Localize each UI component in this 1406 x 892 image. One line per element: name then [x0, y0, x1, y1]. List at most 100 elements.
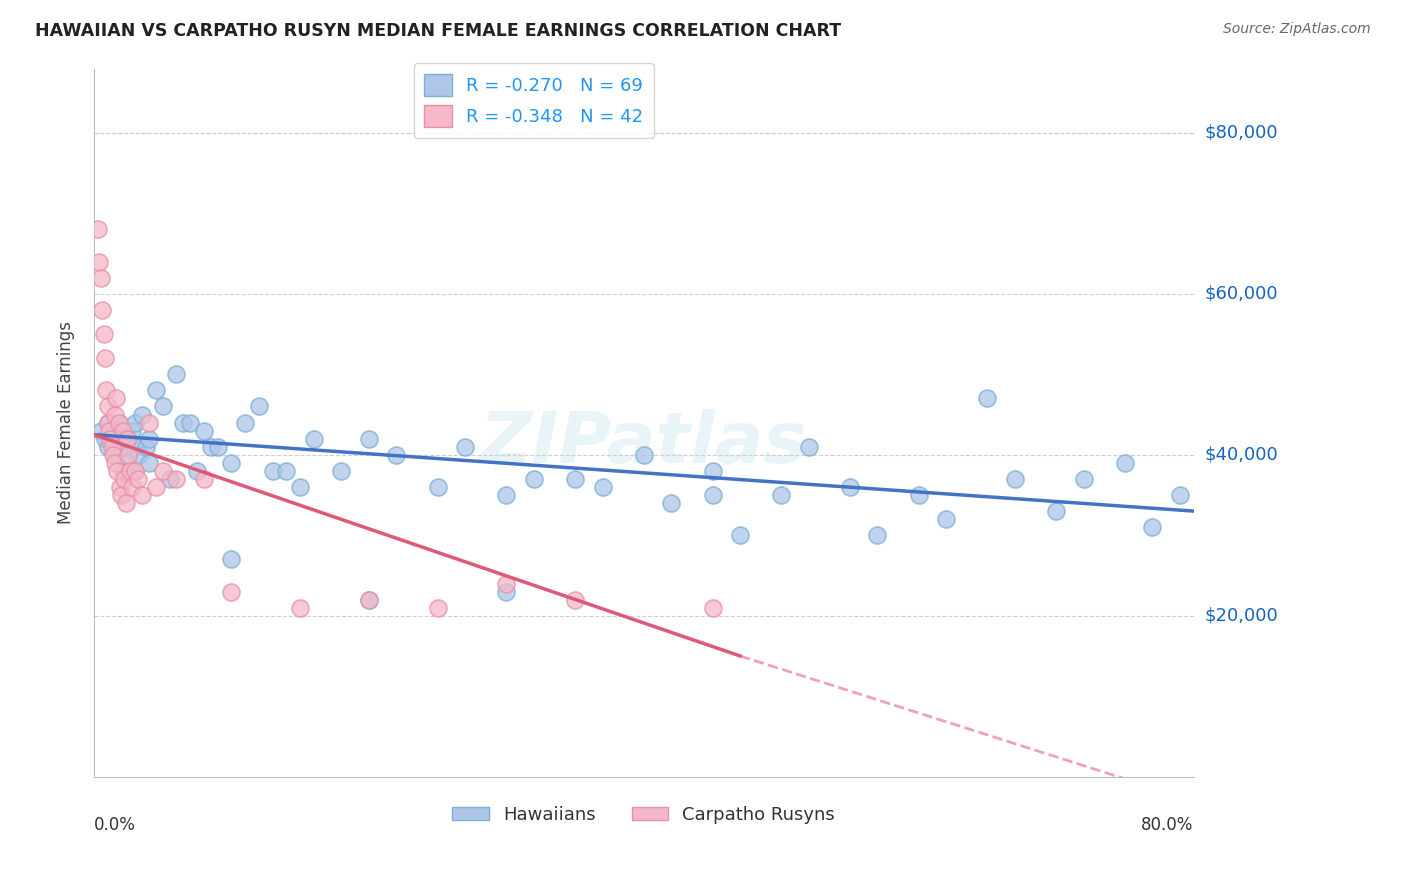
- Point: [145, 480, 167, 494]
- Point: [302, 432, 325, 446]
- Point: [659, 496, 682, 510]
- Point: [94, 351, 117, 366]
- Point: [1004, 472, 1026, 486]
- Point: [104, 392, 127, 406]
- Point: [124, 464, 146, 478]
- Point: [200, 440, 222, 454]
- Point: [426, 480, 449, 494]
- Point: [592, 480, 614, 494]
- Point: [90, 424, 112, 438]
- Point: [103, 432, 125, 446]
- Point: [105, 464, 128, 478]
- Point: [633, 448, 655, 462]
- Y-axis label: Median Female Earnings: Median Female Earnings: [58, 321, 75, 524]
- Point: [221, 584, 243, 599]
- Point: [115, 432, 138, 446]
- Point: [121, 480, 143, 494]
- Point: [110, 440, 132, 454]
- Point: [100, 424, 122, 438]
- Point: [288, 600, 311, 615]
- Point: [426, 600, 449, 615]
- Point: [495, 488, 517, 502]
- Text: ZIPatlas: ZIPatlas: [479, 409, 807, 478]
- Point: [186, 464, 208, 478]
- Point: [357, 592, 380, 607]
- Point: [90, 270, 112, 285]
- Point: [97, 400, 120, 414]
- Point: [117, 456, 139, 470]
- Point: [138, 432, 160, 446]
- Point: [1045, 504, 1067, 518]
- Point: [124, 440, 146, 454]
- Point: [98, 424, 121, 438]
- Legend: Hawaiians, Carpatho Rusyns: Hawaiians, Carpatho Rusyns: [446, 799, 842, 831]
- Point: [93, 327, 115, 342]
- Point: [976, 392, 998, 406]
- Point: [107, 416, 129, 430]
- Point: [357, 592, 380, 607]
- Point: [124, 416, 146, 430]
- Point: [101, 440, 124, 454]
- Point: [131, 488, 153, 502]
- Point: [87, 222, 110, 236]
- Point: [110, 488, 132, 502]
- Point: [117, 448, 139, 462]
- Point: [114, 496, 136, 510]
- Point: [91, 302, 114, 317]
- Text: Source: ZipAtlas.com: Source: ZipAtlas.com: [1223, 22, 1371, 37]
- Point: [121, 424, 143, 438]
- Point: [866, 528, 889, 542]
- Text: 80.0%: 80.0%: [1142, 815, 1194, 833]
- Point: [89, 254, 111, 268]
- Point: [152, 400, 174, 414]
- Point: [165, 368, 187, 382]
- Point: [103, 408, 125, 422]
- Point: [103, 456, 125, 470]
- Text: $40,000: $40,000: [1205, 446, 1278, 464]
- Point: [797, 440, 820, 454]
- Point: [118, 464, 141, 478]
- Point: [124, 464, 146, 478]
- Text: 0.0%: 0.0%: [94, 815, 136, 833]
- Point: [770, 488, 793, 502]
- Point: [112, 464, 135, 478]
- Point: [135, 440, 157, 454]
- Point: [1073, 472, 1095, 486]
- Point: [94, 432, 117, 446]
- Point: [193, 472, 215, 486]
- Point: [330, 464, 353, 478]
- Point: [112, 472, 135, 486]
- Point: [728, 528, 751, 542]
- Point: [128, 448, 150, 462]
- Point: [97, 440, 120, 454]
- Point: [495, 576, 517, 591]
- Point: [288, 480, 311, 494]
- Point: [454, 440, 477, 454]
- Point: [100, 432, 122, 446]
- Point: [702, 464, 724, 478]
- Point: [107, 416, 129, 430]
- Point: [564, 592, 586, 607]
- Point: [207, 440, 229, 454]
- Text: $80,000: $80,000: [1205, 124, 1278, 142]
- Point: [1114, 456, 1136, 470]
- Point: [193, 424, 215, 438]
- Point: [907, 488, 929, 502]
- Point: [138, 456, 160, 470]
- Text: $20,000: $20,000: [1205, 607, 1278, 624]
- Point: [523, 472, 546, 486]
- Point: [145, 384, 167, 398]
- Point: [385, 448, 408, 462]
- Point: [221, 552, 243, 566]
- Point: [702, 488, 724, 502]
- Point: [103, 448, 125, 462]
- Point: [131, 408, 153, 422]
- Point: [97, 416, 120, 430]
- Point: [111, 424, 134, 438]
- Point: [96, 384, 118, 398]
- Point: [1168, 488, 1191, 502]
- Point: [97, 416, 120, 430]
- Point: [702, 600, 724, 615]
- Point: [233, 416, 256, 430]
- Point: [357, 432, 380, 446]
